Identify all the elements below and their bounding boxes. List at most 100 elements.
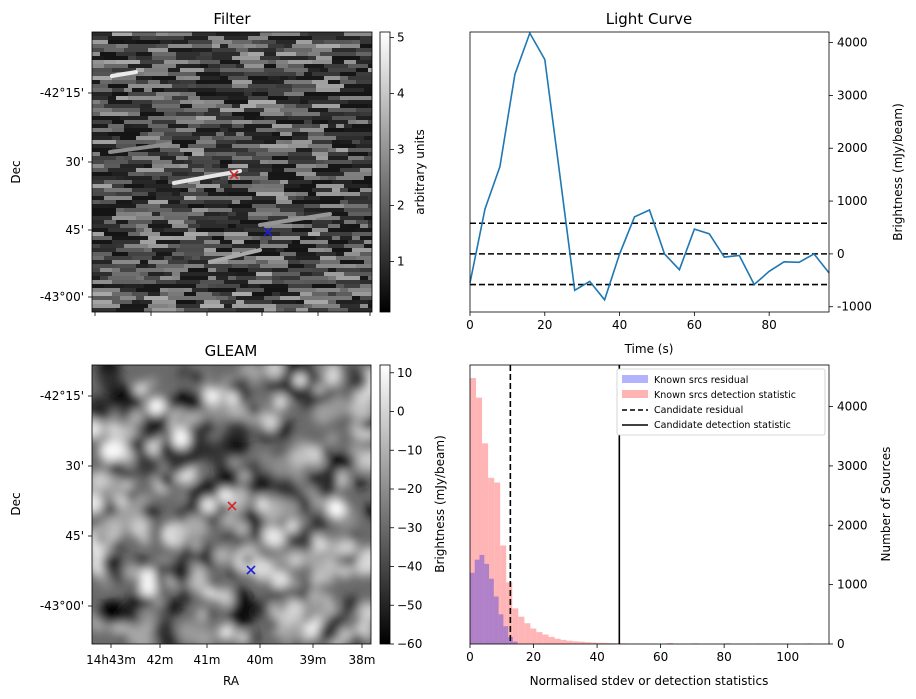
histogram-bar-detection bbox=[566, 640, 573, 644]
legend-entry-candidate-residual: Candidate residual bbox=[654, 405, 743, 416]
gleam-x-tick-label: 42m bbox=[147, 653, 174, 667]
filter-colorbar-tick-label: 1 bbox=[397, 255, 405, 269]
histogram-bar-residual bbox=[512, 641, 518, 644]
gleam-ylabel: Dec bbox=[9, 492, 23, 515]
lightcurve-y-tick-label: 0 bbox=[837, 247, 845, 261]
filter-y-axis: -42°15' 30' 45' -43°00' bbox=[40, 86, 92, 304]
gleam-colorbar-tick-label: −30 bbox=[397, 521, 422, 535]
gleam-colorbar-tick-label: −50 bbox=[397, 598, 422, 612]
gleam-colorbar-tick-label: −40 bbox=[397, 560, 422, 574]
gleam-colorbar-label: Brightness (mJy/beam) bbox=[433, 435, 447, 573]
gleam-title: GLEAM bbox=[205, 342, 258, 360]
histogram-bar-detection bbox=[590, 642, 597, 644]
gleam-x-tick-label: 14h43m bbox=[86, 653, 136, 667]
histogram-x-tick-label: 20 bbox=[526, 650, 541, 664]
histogram-x-tick-label: 0 bbox=[466, 650, 474, 664]
filter-colorbar bbox=[379, 31, 391, 313]
gleam-xlabel: RA bbox=[223, 674, 240, 688]
histogram-bar-detection bbox=[482, 443, 489, 644]
lightcurve-y-tick-label: 3000 bbox=[837, 88, 868, 102]
histogram-bar-detection bbox=[548, 636, 555, 644]
lightcurve-panel: Light Curve 0 20 40 60 80 -1000 0 1000 2000 3000… bbox=[466, 10, 905, 356]
filter-candidate-marker bbox=[229, 170, 239, 180]
lightcurve-x-tick-label: 40 bbox=[612, 318, 627, 332]
histogram-bar-detection bbox=[512, 608, 519, 644]
histogram-bar-detection bbox=[530, 628, 537, 644]
filter-streak bbox=[110, 70, 138, 78]
histogram-bar-detection bbox=[608, 643, 615, 644]
filter-y-tick-label: -42°15' bbox=[40, 86, 84, 100]
filter-y-tick-label: -43°00' bbox=[40, 290, 84, 304]
histogram-bar-detection bbox=[494, 482, 501, 644]
filter-colorbar-tick-label: 2 bbox=[397, 199, 405, 213]
lightcurve-x-tick-label: 20 bbox=[537, 318, 552, 332]
gleam-candidate-marker bbox=[227, 501, 237, 511]
legend-entry-detection: Known srcs detection statistic bbox=[654, 390, 796, 401]
gleam-reference-marker bbox=[246, 565, 256, 575]
gleam-y-axis: -42°15' 30' 45' -43°00' bbox=[40, 389, 92, 613]
lightcurve-x-axis: 0 20 40 60 80 bbox=[466, 312, 777, 332]
filter-colorbar-tick-label: 4 bbox=[397, 87, 405, 101]
histogram-bar-detection bbox=[578, 641, 585, 644]
histogram-bar-residual bbox=[489, 578, 494, 644]
histogram-bar-detection bbox=[542, 634, 549, 644]
histogram-y-tick-label: 2000 bbox=[837, 518, 868, 532]
histogram-y-axis: 0 1000 2000 3000 4000 bbox=[829, 400, 868, 651]
histogram-bar-residual bbox=[484, 563, 490, 644]
histogram-bar-detection bbox=[500, 545, 507, 644]
gleam-x-tick-label: 39m bbox=[300, 653, 327, 667]
histogram-bar-detection bbox=[476, 397, 483, 644]
lightcurve-xlabel: Time (s) bbox=[624, 342, 674, 356]
filter-panel: Filter -42°15' 30' 45' -43°00' Dec 1 2 3 4 5 ar… bbox=[9, 10, 427, 316]
lightcurve-y-tick-label: 2000 bbox=[837, 141, 868, 155]
histogram-bar-detection bbox=[506, 582, 513, 644]
histogram-bar-detection bbox=[518, 616, 525, 644]
histogram-x-tick-label: 80 bbox=[717, 650, 732, 664]
histogram-y-tick-label: 1000 bbox=[837, 578, 868, 592]
gleam-y-tick-label: -42°15' bbox=[40, 389, 84, 403]
gleam-x-tick-label: 41m bbox=[194, 653, 221, 667]
lightcurve-x-tick-label: 0 bbox=[466, 318, 474, 332]
gleam-panel: GLEAM -42°15' 30' 45' -43°00' 14h43m 42m 41m 4… bbox=[9, 342, 447, 688]
histogram-y-tick-label: 4000 bbox=[837, 400, 868, 414]
histogram-bar-detection bbox=[470, 378, 477, 644]
legend-swatch-residual bbox=[622, 375, 648, 383]
legend-entry-residual: Known srcs residual bbox=[654, 375, 748, 386]
histogram-bar-residual bbox=[493, 596, 499, 644]
histogram-bar-detection bbox=[572, 641, 579, 644]
histogram-panel: 0 20 40 60 80 100 0 1000 2000 3000 4000 Normalise… bbox=[466, 364, 893, 688]
lightcurve-x-tick-label: 80 bbox=[762, 318, 777, 332]
histogram-legend: Known srcs residual Known srcs detection… bbox=[616, 368, 826, 436]
histogram-bar-detection bbox=[536, 632, 543, 644]
filter-title: Filter bbox=[213, 10, 251, 28]
filter-colorbar-label: arbitrary units bbox=[413, 129, 427, 215]
lightcurve-y-tick-label: 1000 bbox=[837, 194, 868, 208]
filter-streak bbox=[108, 142, 172, 154]
histogram-bar-detection bbox=[524, 623, 531, 644]
gleam-x-tick-label: 38m bbox=[349, 653, 376, 667]
filter-image bbox=[92, 32, 372, 312]
histogram-bar-residual bbox=[479, 554, 485, 644]
histogram-bar-detection bbox=[554, 638, 561, 644]
filter-colorbar-tick-label: 3 bbox=[397, 143, 405, 157]
histogram-y-tick-label: 0 bbox=[837, 637, 845, 651]
histogram-x-tick-label: 100 bbox=[776, 650, 799, 664]
legend-swatch-detection bbox=[622, 390, 648, 398]
histogram-bar-residual bbox=[474, 559, 480, 644]
lightcurve-y-axis: -1000 0 1000 2000 3000 4000 bbox=[829, 36, 872, 314]
gleam-x-tick-label: 40m bbox=[247, 653, 274, 667]
gleam-colorbar-tick-label: −20 bbox=[397, 482, 422, 496]
lightcurve-y-tick-label: -1000 bbox=[837, 300, 872, 314]
histogram-y-tick-label: 3000 bbox=[837, 459, 868, 473]
lightcurve-threshold-lines bbox=[470, 222, 829, 286]
gleam-colorbar-tick-label: −60 bbox=[397, 637, 422, 651]
lightcurve-title: Light Curve bbox=[606, 10, 692, 28]
gleam-colorbar bbox=[379, 364, 391, 645]
histogram-x-tick-label: 40 bbox=[589, 650, 604, 664]
lightcurve-ylabel: Brightness (mJy/beam) bbox=[891, 103, 905, 241]
legend-entry-candidate-detection: Candidate detection statistic bbox=[654, 420, 791, 431]
filter-streak bbox=[172, 169, 242, 185]
histogram-bars bbox=[470, 378, 814, 644]
histogram-bar-detection bbox=[584, 642, 591, 644]
